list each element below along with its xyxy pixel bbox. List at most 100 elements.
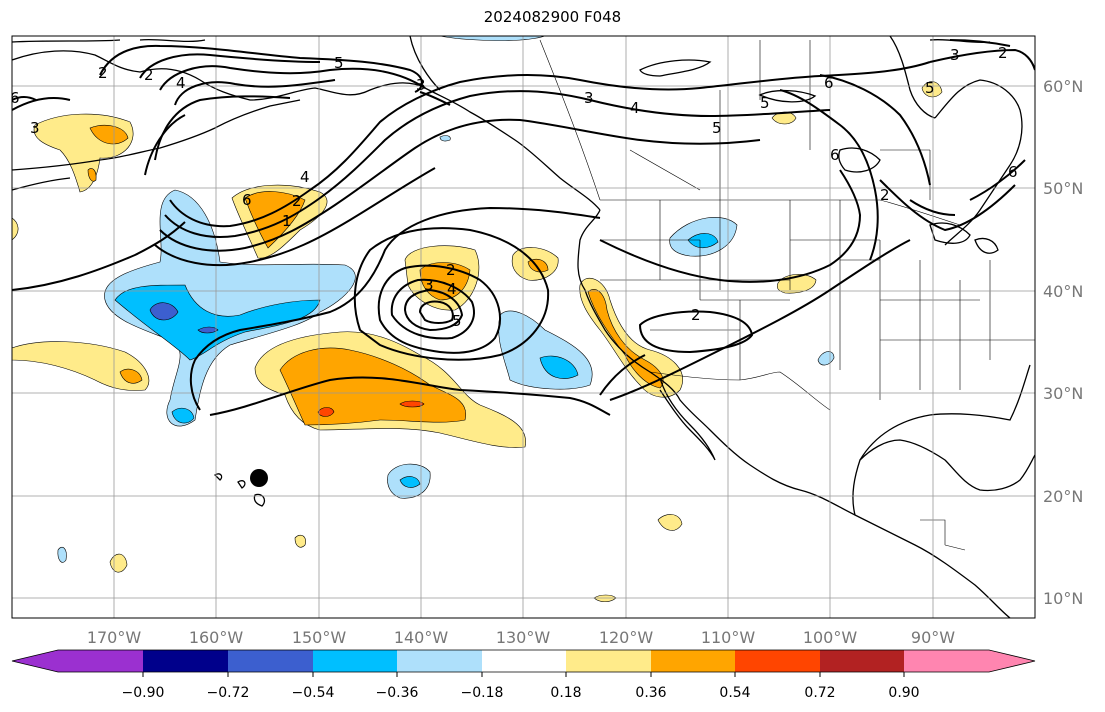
colorbar-segment <box>397 650 482 672</box>
lon-tick-label: 150°W <box>292 628 347 647</box>
map-frame <box>11 35 1036 619</box>
yellow-region-mex <box>657 514 683 531</box>
lon-tick-label: 120°W <box>599 628 654 647</box>
colorbar: −0.90 −0.72 −0.54 −0.36 −0.18 0.18 0.36 … <box>11 649 1036 701</box>
yellow-region-sw3 <box>294 534 306 548</box>
contour-label: 3 <box>30 119 40 137</box>
lon-tick-label: 140°W <box>394 628 449 647</box>
contour-label: 2 <box>998 44 1008 62</box>
contour-label: 4 <box>176 74 186 92</box>
contour-label: 3 <box>416 76 426 94</box>
colorbar-tick-label: −0.72 <box>207 685 250 701</box>
contour-label: 1 <box>282 212 292 230</box>
blue-region-idaho-inner <box>687 233 719 249</box>
colorbar-outline <box>11 649 1036 673</box>
colorbar-tick-label: 0.90 <box>888 685 919 701</box>
contour-label: 2 <box>98 64 108 82</box>
contour-label: 2 <box>144 66 154 84</box>
colorbar-segment <box>566 650 651 672</box>
blue-region-sw-small <box>171 407 195 424</box>
colorbar-segment <box>313 650 397 672</box>
yellow-region-west <box>12 341 150 391</box>
colorbar-tick-label: 0.72 <box>804 685 835 701</box>
lon-tick-label: 90°W <box>911 628 955 647</box>
orange-region-gulf <box>244 191 306 249</box>
blue-region-top <box>439 36 546 41</box>
gridlines <box>12 36 1035 618</box>
blue-region-sw-hawaii-inner <box>399 476 421 488</box>
colorbar-ticks <box>142 672 905 677</box>
lon-tick-label: 130°W <box>496 628 551 647</box>
contour-label: 5 <box>452 312 462 330</box>
colorbar-segment <box>820 650 904 672</box>
colorbar-segment <box>904 650 989 672</box>
lat-tick-label: 10°N <box>1043 589 1083 608</box>
contour-label: 6 <box>10 89 20 107</box>
lon-tick-label: 110°W <box>701 628 756 647</box>
lon-tick-labels: 170°W 160°W 150°W 140°W 130°W 120°W 110°… <box>87 628 955 647</box>
colorbar-segment <box>143 650 228 672</box>
lat-tick-label: 20°N <box>1043 487 1083 506</box>
colorbar-tick-label: 0.54 <box>719 685 750 701</box>
colorbar-tick-label: −0.54 <box>292 685 335 701</box>
colorbar-tick-label: −0.18 <box>461 685 504 701</box>
political-borders <box>539 39 1035 551</box>
contour-label: 2 <box>880 186 890 204</box>
orange-region-west <box>119 368 143 384</box>
contour-label: 3 <box>424 276 434 294</box>
contour-label: 5 <box>334 54 344 72</box>
map-title: 2024082900 F048 <box>483 8 622 26</box>
colorbar-segment <box>651 650 735 672</box>
blue-region-pacific <box>104 189 356 427</box>
colorbar-segment <box>482 650 566 672</box>
lat-tick-label: 30°N <box>1043 384 1083 403</box>
orange-region-bering2 <box>87 168 97 182</box>
contour-label: 4 <box>447 280 457 298</box>
coastlines <box>12 36 1035 618</box>
lon-tick-label: 100°W <box>803 628 858 647</box>
red-region-central2 <box>399 400 425 408</box>
colorbar-tick-label: −0.36 <box>376 685 419 701</box>
contour-label: 5 <box>760 94 770 112</box>
lat-tick-label: 40°N <box>1043 282 1083 301</box>
colorbar-segment <box>735 650 820 672</box>
contour-label: 5 <box>712 119 722 137</box>
orange-region-bering <box>89 125 129 145</box>
colorbar-segment <box>228 650 313 672</box>
colorbar-extend-min <box>12 650 58 672</box>
contour-label: 2 <box>292 192 302 210</box>
contour-labels: 5 6 3 4 5 6 2 6 2 1 2 3 4 5 2 4 3 5 6 2 … <box>10 44 1018 330</box>
lat-tick-label: 50°N <box>1043 179 1083 198</box>
shaded-field <box>12 36 943 603</box>
contour-label: 2 <box>691 306 701 324</box>
blue-region-offshore-inner <box>539 355 579 379</box>
contour-label: 6 <box>242 191 252 209</box>
contour-label: 6 <box>830 146 840 164</box>
lat-tick-label: 60°N <box>1043 77 1083 96</box>
hawaii-dot-marker <box>250 469 268 487</box>
contour-label: 3 <box>950 46 960 64</box>
contour-label: 4 <box>300 168 310 186</box>
red-region-central1 <box>317 407 335 417</box>
contour-label: 2 <box>446 261 456 279</box>
contour-label: 6 <box>1008 163 1018 181</box>
yellow-region-hudson <box>921 81 943 98</box>
contour-label: 4 <box>630 99 640 117</box>
lon-tick-label: 170°W <box>87 628 142 647</box>
blue-region-alaska-gulf <box>439 135 451 142</box>
colorbar-tick-label: 0.18 <box>550 685 581 701</box>
contour-label: 6 <box>824 74 834 92</box>
blue-region-pacific-core <box>149 302 179 321</box>
colorbar-extend-max <box>989 650 1035 672</box>
lon-tick-label: 160°W <box>189 628 244 647</box>
colorbar-tick-label: −0.90 <box>122 685 165 701</box>
contour-label: 3 <box>584 89 594 107</box>
colorbar-tick-label: 0.36 <box>635 685 666 701</box>
lat-tick-labels: 10°N 20°N 30°N 40°N 50°N 60°N <box>1043 77 1083 608</box>
map-content: 5 6 3 4 5 6 2 6 2 1 2 3 4 5 2 4 3 5 6 2 … <box>10 36 1035 618</box>
contour-lines <box>12 39 1035 416</box>
blue-region-pacific-core2 <box>197 326 219 334</box>
blue-region-far-sw <box>57 547 67 563</box>
colorbar-segment <box>58 650 143 672</box>
